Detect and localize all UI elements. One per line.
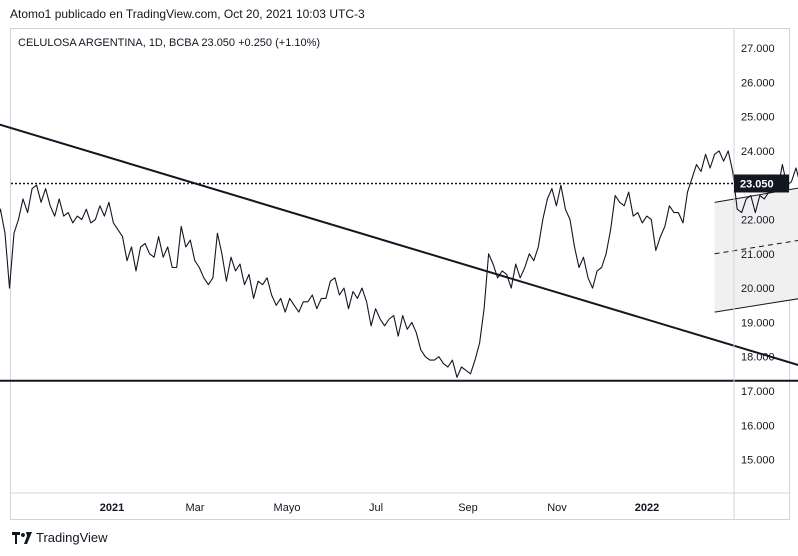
last-price-label: 23.050	[740, 178, 774, 190]
y-tick-label: 18.000	[741, 352, 775, 364]
y-tick-label: 20.000	[741, 283, 775, 295]
y-tick-label: 21.000	[741, 249, 775, 261]
y-tick-label: 24.000	[741, 146, 775, 158]
x-tick-label: Mayo	[274, 502, 301, 514]
y-tick-label: 27.000	[741, 43, 775, 55]
x-tick-label: Nov	[547, 502, 567, 514]
price-line	[0, 150, 798, 378]
y-tick-label: 17.000	[741, 386, 775, 398]
x-tick-label: Mar	[186, 502, 205, 514]
channel-fill	[714, 188, 798, 313]
y-tick-label: 16.000	[741, 420, 775, 432]
y-tick-label: 26.000	[741, 77, 775, 89]
last-price-badge	[734, 174, 789, 193]
y-tick-label: 25.000	[741, 112, 775, 124]
axes: 27.00026.00025.00024.00023.00022.00021.0…	[11, 29, 789, 520]
publisher-attribution: Atomo1 publicado en TradingView.com, Oct…	[10, 7, 365, 21]
tradingview-logo[interactable]: TradingView	[12, 530, 108, 545]
footer-brand: TradingView	[36, 530, 108, 545]
x-tick-label: Jul	[369, 502, 383, 514]
y-tick-label: 15.000	[741, 455, 775, 467]
price-series	[0, 150, 798, 378]
channel-background	[714, 188, 798, 313]
drawings	[0, 123, 798, 382]
x-tick-label: 2021	[100, 502, 124, 514]
tradingview-logo-icon	[12, 531, 32, 544]
x-tick-label: Sep	[458, 502, 478, 514]
resistance-line	[0, 123, 798, 366]
y-tick-label: 22.000	[741, 215, 775, 227]
y-tick-label: 19.000	[741, 317, 775, 329]
x-tick-label: 2022	[635, 502, 659, 514]
chart-title: CELULOSA ARGENTINA, 1D, BCBA 23.050 +0.2…	[18, 37, 320, 49]
